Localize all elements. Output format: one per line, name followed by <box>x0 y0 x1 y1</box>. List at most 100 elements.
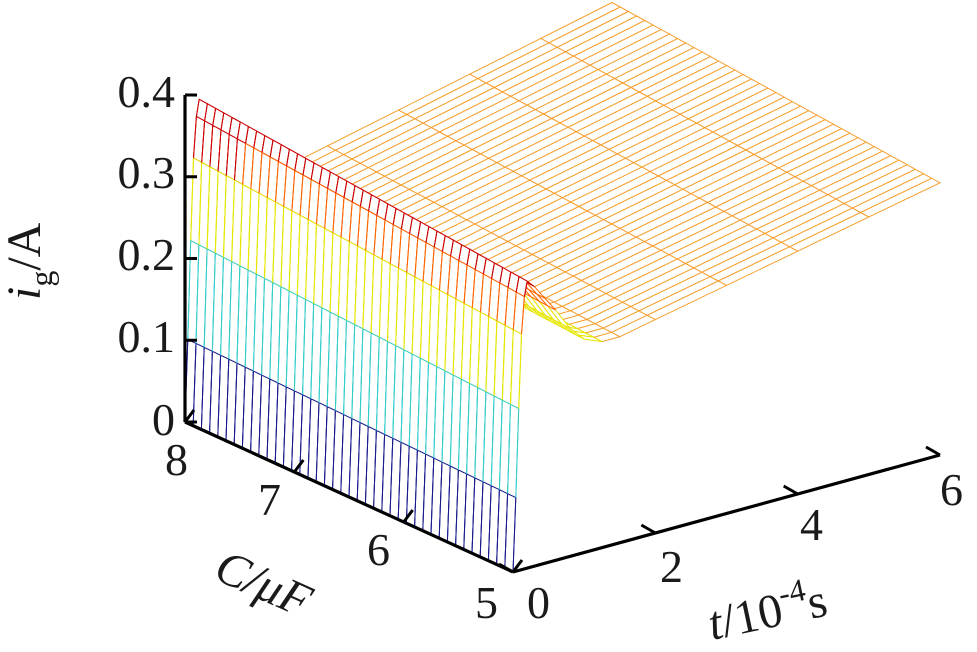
surface-line <box>499 267 504 284</box>
surface-line <box>258 375 263 456</box>
surface-line <box>488 278 493 317</box>
surface-line <box>389 224 394 264</box>
surface-line <box>507 404 511 494</box>
surface-line <box>206 166 211 250</box>
surface-line <box>507 272 512 288</box>
surface-line <box>364 426 369 505</box>
surface-line <box>373 430 377 509</box>
surface-line <box>305 219 309 300</box>
surface-line <box>217 129 222 172</box>
surface-line <box>368 194 372 212</box>
surface-line <box>392 345 397 439</box>
surface-line <box>239 184 244 266</box>
surface-line <box>367 332 372 427</box>
t-tick-label: 6 <box>940 464 963 515</box>
c-axis-line <box>184 420 514 574</box>
surface-line <box>190 158 194 241</box>
surface-line <box>329 232 334 313</box>
surface-line <box>458 244 463 261</box>
surface-line <box>211 253 216 352</box>
t-tick-mark <box>782 484 799 496</box>
surface-line <box>471 477 476 554</box>
surface-line <box>198 162 203 245</box>
t-tick-label: 0 <box>527 577 550 628</box>
surface-line <box>452 298 457 376</box>
surface-line <box>209 351 213 434</box>
surface-line <box>449 374 454 467</box>
surface-line <box>441 235 446 252</box>
surface-line <box>255 193 260 275</box>
surface-line <box>411 276 416 355</box>
surface-line <box>233 363 238 445</box>
surface-line <box>225 359 230 441</box>
surface-line <box>231 180 235 262</box>
surface-line <box>455 260 460 300</box>
surface-line <box>447 256 452 295</box>
surface-line <box>491 262 495 279</box>
surface-line <box>446 465 451 543</box>
surface-line <box>346 241 350 321</box>
surface-line <box>414 238 419 278</box>
surface-line <box>384 203 389 221</box>
surface-line <box>375 337 380 431</box>
surface-line <box>365 210 370 251</box>
surface-line <box>247 188 252 271</box>
surface-line <box>381 434 386 513</box>
surface-line <box>293 295 298 391</box>
c-axis-title: C/μF <box>208 540 320 629</box>
surface-line <box>204 103 208 121</box>
surface-line <box>324 188 329 229</box>
surface-line <box>479 481 484 558</box>
surface-line <box>438 462 443 539</box>
surface-line <box>460 303 465 380</box>
surface-line <box>496 283 501 322</box>
surface-mesh <box>184 1 942 573</box>
surface-line <box>212 108 217 126</box>
surface-line <box>389 438 394 516</box>
surface-line <box>201 120 206 163</box>
t-tick-label: 2 <box>660 541 683 592</box>
surface-line <box>356 422 361 501</box>
surface-line <box>370 254 375 334</box>
surface-line <box>335 176 340 194</box>
surface-line <box>272 202 276 283</box>
surface-line <box>318 167 323 185</box>
surface-line <box>378 259 383 338</box>
surface-line <box>274 382 279 464</box>
c-tick-label: 7 <box>258 474 281 525</box>
surface-line <box>403 272 408 350</box>
surface-line <box>477 312 481 388</box>
surface-line <box>376 199 381 216</box>
surface-line <box>504 493 509 569</box>
surface-line <box>283 165 288 207</box>
surface-line <box>228 117 233 135</box>
surface-line <box>512 497 517 573</box>
surface-line <box>234 138 238 181</box>
surface-line <box>351 185 356 203</box>
surface-line <box>332 192 337 233</box>
surface-line <box>195 244 200 344</box>
surface-line <box>487 485 492 561</box>
z-tick-label: 0.4 <box>118 66 176 117</box>
surface-line <box>261 135 266 153</box>
surface-line <box>223 175 227 258</box>
surface-line <box>340 197 345 238</box>
surface-line <box>400 212 405 230</box>
surface-line <box>444 294 449 371</box>
surface-line <box>518 334 522 409</box>
surface-line <box>359 328 364 423</box>
surface-line <box>430 247 435 286</box>
surface-line <box>294 153 299 171</box>
surface-line <box>266 156 271 198</box>
z-tick-label: 0 <box>152 394 175 445</box>
t-tick-mark <box>498 562 514 574</box>
surface-line <box>310 303 315 399</box>
axes <box>183 93 941 574</box>
surface-line <box>463 265 468 304</box>
surface-line <box>253 131 258 148</box>
surface-line <box>428 285 432 363</box>
surface-line <box>501 325 506 401</box>
surface-line <box>307 398 312 479</box>
surface-line <box>387 263 391 342</box>
